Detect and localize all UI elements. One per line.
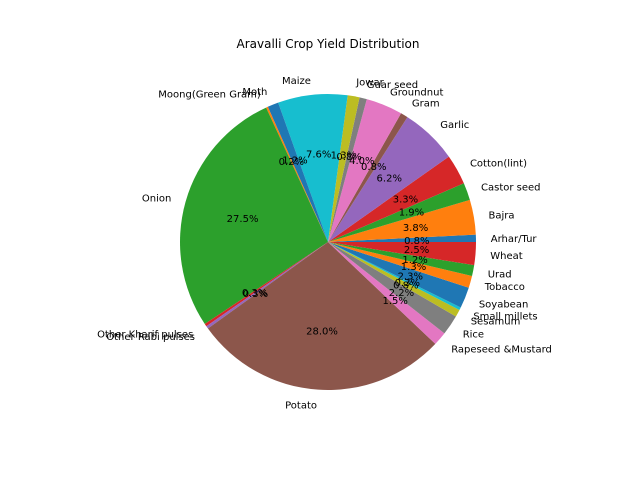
- pie-labels: Arhar/Tur 0.8% Bajra 3.8% Castor seed 1.9% Cot…: [97, 76, 552, 411]
- slice-label-maize: Maize: [282, 76, 311, 87]
- slice-pct-other-kharif-pulses: 0.3%: [242, 288, 267, 299]
- slice-label-garlic: Garlic: [440, 120, 469, 131]
- slice-label-tobacco: Tobacco: [484, 282, 525, 293]
- chart-title: Aravalli Crop Yield Distribution: [237, 37, 420, 51]
- slice-pct-potato: 28.0%: [306, 327, 338, 338]
- slice-label-rice: Rice: [463, 329, 484, 340]
- pie-slice-other-kharif-pulses: [204, 242, 328, 327]
- pie-slice-potato: [207, 242, 436, 391]
- slice-pct-jowar: 1.3%: [331, 151, 356, 162]
- slice-label-urad: Urad: [488, 269, 512, 280]
- slice-label-bajra: Bajra: [488, 211, 514, 222]
- slice-pct-moth: 1.2%: [282, 156, 307, 167]
- slice-pct-sesamum: 0.8%: [393, 281, 418, 292]
- slice-label-jowar: Jowar: [355, 78, 384, 89]
- slice-label-wheat: Wheat: [490, 251, 523, 262]
- pie-slice-jowar: [328, 95, 360, 242]
- pie-slice-groundnut: [328, 99, 402, 242]
- slice-pct-maize: 7.6%: [306, 150, 331, 161]
- pie-slice-sesamum: [328, 242, 460, 317]
- pie-slice-soyabean: [328, 242, 469, 308]
- slice-pct-urad: 1.2%: [402, 255, 427, 266]
- slice-label-other-rabi-pulses: Other Rabi pulses: [106, 332, 195, 343]
- slice-pct-moong-green-gram: 0.2%: [279, 157, 304, 168]
- slice-label-castor-seed: Castor seed: [481, 182, 541, 193]
- slice-label-moong-green-gram: Moong(Green Gram): [158, 90, 261, 101]
- slice-pct-arhar-tur: 0.8%: [404, 236, 429, 247]
- slice-label-arhar-tur: Arhar/Tur: [491, 234, 538, 245]
- slice-label-onion: Onion: [142, 194, 171, 205]
- slice-pct-castor-seed: 1.9%: [399, 208, 424, 219]
- slice-pct-wheat: 2.5%: [404, 245, 429, 256]
- pie-slice-urad: [328, 242, 475, 277]
- pie-slice-garlic: [328, 117, 449, 242]
- pie-slice-cotton-lint: [328, 156, 464, 242]
- slice-pct-bajra: 3.8%: [403, 223, 428, 234]
- pie-slice-rapeseed-mustard: [328, 242, 445, 344]
- slice-pct-other-rabi-pulses: 0.3%: [243, 289, 268, 300]
- slice-label-gram: Gram: [412, 98, 440, 109]
- pie-slice-castor-seed: [328, 183, 470, 242]
- slice-pct-soyabean: 2.3%: [398, 271, 423, 282]
- slice-pct-gram: 0.8%: [361, 162, 386, 173]
- slice-label-small-millets: Small millets: [473, 311, 537, 322]
- slice-label-potato: Potato: [285, 400, 317, 411]
- slice-label-groundnut: Groundnut: [390, 87, 443, 98]
- slice-pct-small-millets: 0.3%: [395, 278, 420, 289]
- pie-slice-other-rabi-pulses: [206, 242, 328, 329]
- pie-slice-tobacco: [328, 242, 473, 288]
- pie-slice-moth: [267, 102, 328, 243]
- slice-pct-onion: 27.5%: [227, 214, 259, 225]
- pie-slice-guar-seed: [328, 97, 367, 242]
- slice-label-rapeseed-mustard: Rapeseed &Mustard: [451, 344, 552, 355]
- pie-slice-small-millets: [328, 242, 461, 310]
- slice-label-sesamum: Sesamum: [471, 316, 521, 327]
- slice-pct-rapeseed-mustard: 1.5%: [382, 296, 407, 307]
- slice-pct-cotton-lint: 3.3%: [393, 195, 418, 206]
- slice-label-other-kharif-pulses: Other Kharif pulses: [97, 329, 193, 340]
- slice-label-guar-seed: Guar seed: [367, 80, 418, 91]
- slice-pct-rice: 2.2%: [389, 288, 414, 299]
- slice-pct-tobacco: 1.3%: [401, 262, 426, 273]
- slice-pct-guar-seed: 0.8%: [336, 152, 361, 163]
- pie-slice-onion: [180, 107, 328, 324]
- pie-slice-maize: [278, 93, 348, 242]
- pie-slice-wheat: [328, 242, 476, 266]
- pie-slice-gram: [328, 113, 408, 242]
- slice-label-soyabean: Soyabean: [479, 299, 528, 310]
- pie-slice-moong-green-gram: [266, 106, 328, 242]
- pie-slices: [180, 93, 476, 391]
- slice-pct-garlic: 6.2%: [377, 174, 402, 185]
- pie-slice-bajra: [328, 199, 476, 242]
- pie-slice-rice: [328, 242, 456, 334]
- slice-pct-groundnut: 4.0%: [349, 156, 374, 167]
- pie-slice-arhar-tur: [328, 234, 476, 242]
- slice-label-cotton-lint: Cotton(lint): [470, 158, 527, 169]
- slice-label-moth: Moth: [242, 87, 267, 98]
